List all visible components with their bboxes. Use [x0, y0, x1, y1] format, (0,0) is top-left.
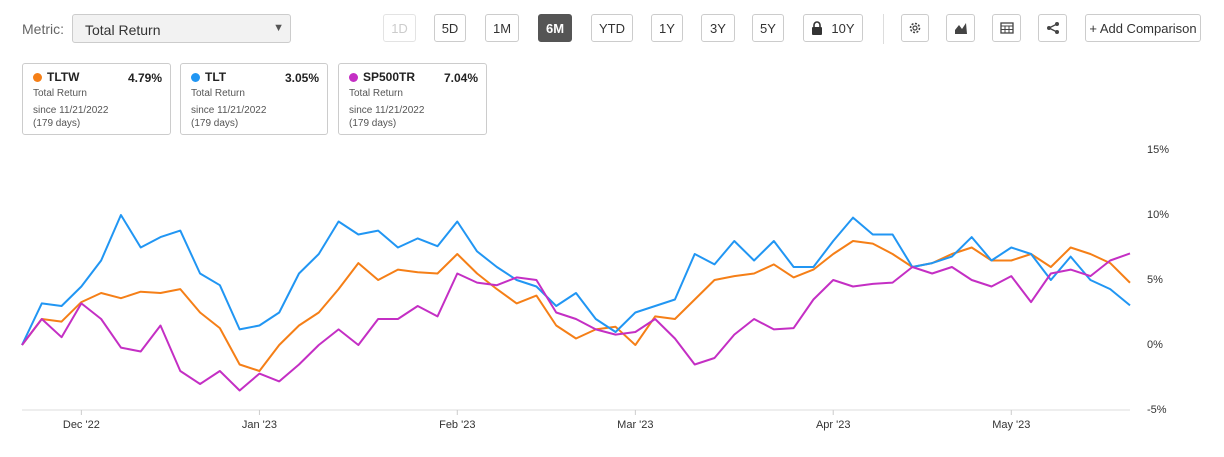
range-button[interactable]: 1D — [383, 14, 416, 42]
x-tick-label: May '23 — [992, 419, 1030, 431]
legend-label: TLTW — [47, 70, 80, 84]
range-label: 1D — [391, 20, 408, 36]
series-line — [21, 252, 1131, 392]
range-button[interactable]: 10Y — [803, 14, 863, 42]
range-button[interactable]: 1Y — [651, 14, 683, 42]
range-label: 6M — [545, 20, 565, 36]
legend-label: TLT — [205, 70, 227, 84]
x-tick-label: Dec '22 — [63, 419, 100, 431]
y-tick-label: 5% — [1147, 274, 1163, 286]
card-days: (179 days) — [349, 118, 397, 129]
chart-type-button[interactable] — [946, 14, 975, 42]
settings-button[interactable] — [901, 14, 929, 42]
card-days: (179 days) — [33, 118, 81, 129]
range-label: YTD — [599, 20, 625, 36]
table-icon — [999, 22, 1014, 34]
y-tick-label: -5% — [1147, 404, 1167, 416]
legend-card[interactable]: TLT 3.05% Total Return since 11/21/2022 (179… — [180, 63, 328, 135]
range-button[interactable]: 5D — [434, 14, 466, 42]
card-since: since 11/21/2022 — [349, 105, 425, 116]
card-return: 7.04% — [443, 71, 478, 85]
card-name: TLTW — [33, 71, 162, 84]
x-tick-label: Mar '23 — [617, 419, 653, 431]
series-line — [21, 214, 1131, 346]
x-tick-label: Jan '23 — [242, 419, 277, 431]
range-label: 10Y — [831, 20, 855, 36]
range-button[interactable]: 3Y — [701, 14, 735, 42]
card-days: (179 days) — [191, 118, 239, 129]
series-line — [21, 240, 1131, 372]
range-label: 5D — [441, 20, 459, 36]
metric-select[interactable]: Total Return ▼ — [72, 14, 291, 43]
metric-value: Total Return — [85, 22, 161, 38]
legend-dot — [33, 73, 42, 82]
metric-label: Metric: — [22, 21, 64, 37]
gear-icon — [909, 22, 921, 34]
x-tick-label: Apr '23 — [816, 419, 851, 431]
legend-dot — [349, 73, 358, 82]
divider — [883, 14, 884, 44]
card-since: since 11/21/2022 — [191, 105, 267, 116]
range-button[interactable]: 5Y — [752, 14, 784, 42]
legend-label: SP500TR — [363, 70, 416, 84]
range-button[interactable]: YTD — [591, 14, 633, 42]
card-name: SP500TR — [349, 71, 478, 84]
range-label: 3Y — [710, 20, 726, 36]
add-comparison-button[interactable]: + Add Comparison — [1085, 14, 1201, 42]
range-label: 1Y — [659, 20, 675, 36]
range-button[interactable]: 6M — [538, 14, 572, 42]
dropdown-arrow: ▼ — [273, 22, 284, 34]
card-metric: Total Return — [349, 88, 403, 99]
legend-card[interactable]: SP500TR 7.04% Total Return since 11/21/2022… — [338, 63, 487, 135]
range-button[interactable]: 1M — [485, 14, 519, 42]
y-tick-label: 15% — [1147, 144, 1169, 156]
legend-dot — [191, 73, 200, 82]
card-since: since 11/21/2022 — [33, 105, 109, 116]
area-icon — [954, 23, 967, 34]
lock-icon — [812, 21, 823, 35]
card-return: 4.79% — [127, 71, 162, 85]
card-return: 3.05% — [284, 71, 319, 85]
y-tick-label: 10% — [1147, 209, 1169, 221]
y-tick-label: 0% — [1147, 339, 1163, 351]
share-icon — [1046, 22, 1059, 34]
card-metric: Total Return — [33, 88, 87, 99]
share-button[interactable] — [1038, 14, 1067, 42]
card-metric: Total Return — [191, 88, 245, 99]
range-label: 1M — [492, 20, 512, 36]
legend-card[interactable]: TLTW 4.79% Total Return since 11/21/2022 (17… — [22, 63, 171, 135]
table-button[interactable] — [992, 14, 1021, 42]
x-tick-label: Feb '23 — [439, 419, 475, 431]
card-name: TLT — [191, 71, 319, 84]
range-label: 5Y — [760, 20, 776, 36]
